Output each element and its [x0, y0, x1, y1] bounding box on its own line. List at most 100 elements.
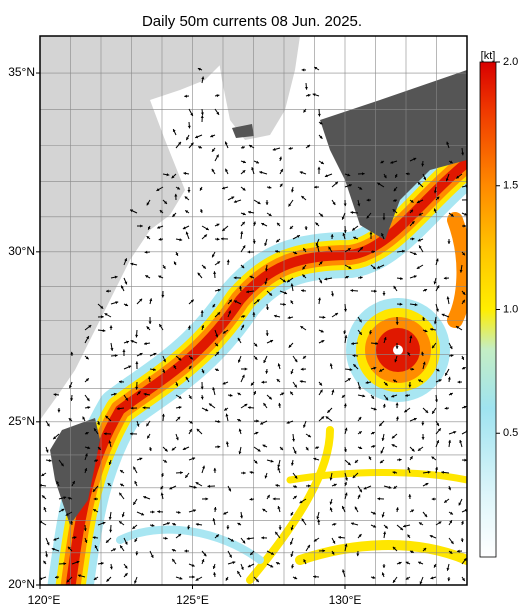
arrow	[212, 518, 216, 526]
arrow-head	[328, 246, 332, 250]
arrow	[240, 221, 246, 227]
arrow-head	[377, 497, 381, 501]
arrow-head	[255, 431, 259, 435]
arrow-head	[460, 520, 464, 524]
arrow	[290, 186, 295, 193]
arrow-head	[151, 523, 155, 527]
arrow	[240, 146, 246, 150]
arrow	[214, 288, 221, 292]
arrow-head	[129, 432, 133, 436]
arrow-head	[456, 175, 460, 179]
arrow-head	[185, 376, 189, 380]
arrow-head	[288, 344, 292, 348]
arrow-head	[302, 355, 306, 359]
arrow-head	[394, 359, 398, 363]
arrow	[148, 316, 152, 325]
land	[40, 36, 467, 525]
arrow	[213, 506, 217, 513]
arrow	[279, 446, 284, 451]
arrow-head	[288, 203, 292, 207]
arrow	[354, 459, 359, 464]
arrow	[266, 563, 274, 568]
arrow-head	[241, 221, 245, 225]
arrow-head	[411, 448, 415, 452]
arrow-head	[413, 417, 417, 421]
arrow-head	[398, 458, 402, 462]
arrow	[344, 247, 352, 253]
arrow	[408, 381, 412, 388]
arrow	[120, 285, 125, 292]
arrow-head	[349, 368, 353, 372]
arrow-head	[265, 333, 269, 336]
arrow	[110, 392, 117, 396]
arrow-head	[126, 340, 130, 344]
arrow-head	[272, 147, 276, 151]
arrow	[214, 368, 220, 372]
arrow	[357, 172, 365, 176]
arrow	[265, 303, 269, 311]
arrow	[357, 316, 362, 323]
arrow-head	[392, 209, 396, 213]
arrow	[68, 417, 73, 422]
arrow-head	[241, 146, 245, 150]
arrow-head	[449, 160, 453, 164]
arrow	[233, 300, 242, 305]
arrow-head	[319, 135, 323, 139]
arrow	[396, 561, 402, 565]
arrow-head	[254, 343, 258, 347]
arrow-head	[212, 565, 216, 569]
arrow-head	[256, 299, 260, 303]
arrow	[381, 433, 385, 441]
arrow-head	[276, 239, 280, 243]
arrow	[211, 251, 216, 258]
arrow-head	[343, 203, 347, 207]
arrow	[326, 407, 333, 414]
arrow-head	[445, 178, 449, 182]
arrow-head	[140, 224, 143, 228]
arrow-head	[458, 502, 462, 506]
arrow	[382, 212, 386, 221]
arrow	[201, 497, 209, 501]
arrow	[409, 251, 417, 256]
arrow	[447, 576, 451, 582]
arrow-head	[213, 572, 217, 576]
arrow	[448, 519, 453, 526]
arrow-head	[60, 463, 64, 467]
arrow	[292, 234, 301, 240]
arrow-head	[436, 440, 440, 444]
arrow	[265, 329, 269, 336]
arrow	[344, 492, 348, 500]
arrow-head	[301, 195, 305, 199]
arrow	[264, 472, 268, 479]
arrow	[405, 576, 411, 580]
arrow-head	[254, 356, 258, 360]
arrow	[276, 222, 281, 227]
arrow-head	[159, 324, 163, 328]
arrow-head	[453, 430, 457, 434]
arrow-head	[427, 470, 431, 474]
arrow	[409, 237, 415, 241]
arrow-head	[362, 394, 366, 398]
arrow-head	[359, 247, 363, 251]
arrow	[344, 264, 352, 270]
arrow	[248, 144, 255, 149]
arrow-head	[143, 392, 147, 396]
arrow-head	[275, 250, 278, 254]
arrow-head	[246, 290, 249, 294]
arrow	[213, 271, 217, 279]
arrow-head	[213, 506, 217, 510]
arrow	[93, 458, 99, 462]
arrow-head	[307, 484, 311, 488]
arrow-head	[329, 507, 333, 511]
arrow-head	[372, 444, 376, 448]
arrow	[123, 258, 128, 266]
arrow	[279, 156, 282, 162]
arrow-head	[92, 536, 96, 540]
arrow	[253, 342, 258, 347]
arrow-head	[407, 352, 411, 356]
arrow	[119, 545, 125, 552]
arrow	[383, 381, 388, 386]
arrow	[161, 413, 165, 422]
arrow	[106, 289, 112, 293]
arrow-head	[139, 457, 143, 461]
